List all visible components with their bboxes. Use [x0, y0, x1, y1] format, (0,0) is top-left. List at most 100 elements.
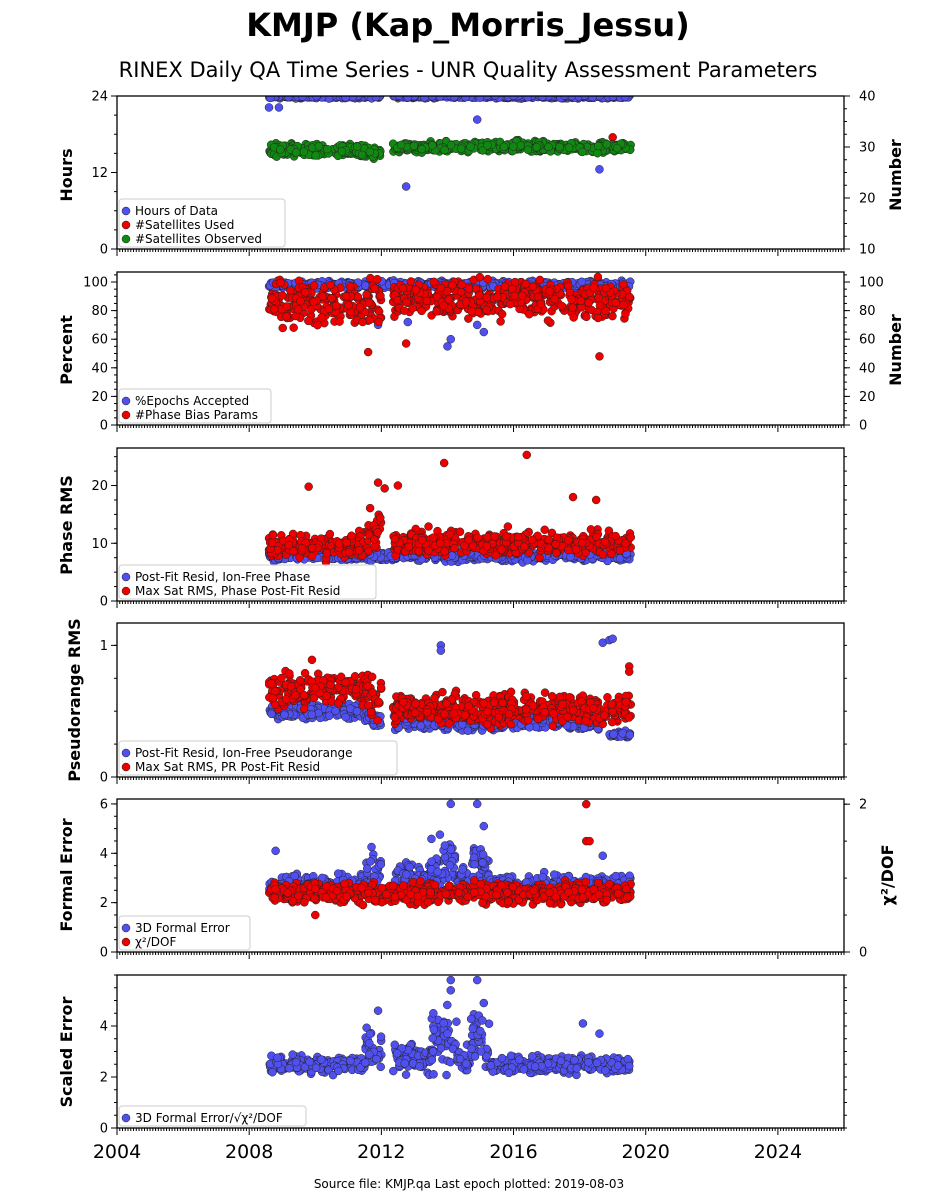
data-point — [482, 305, 491, 315]
data-point-outlier — [608, 133, 617, 142]
data-point — [335, 317, 344, 326]
legend-entry: Post-Fit Resid, Ion-Free Phase — [135, 570, 310, 584]
y2-tick-label: 10 — [859, 243, 876, 258]
legend-box — [118, 388, 272, 424]
data-point — [450, 543, 459, 553]
data-point — [493, 292, 502, 302]
data-point — [284, 96, 293, 102]
data-point-outlier — [591, 495, 601, 505]
data-point-outlier — [568, 492, 578, 502]
data-point-outlier — [393, 481, 403, 490]
data-point — [414, 546, 424, 556]
data-point — [589, 283, 598, 292]
legend-entry: %Epochs Accepted — [135, 394, 249, 408]
data-point-outlier — [522, 450, 532, 460]
data-point — [593, 148, 602, 158]
data-point — [464, 284, 474, 294]
data-point — [490, 532, 499, 541]
data-point — [519, 542, 529, 552]
legend: Hours of Data#Satellites Used#Satellites… — [118, 198, 286, 248]
data-point — [483, 274, 492, 284]
legend-marker — [121, 220, 131, 230]
data-points — [264, 272, 635, 361]
data-point — [467, 307, 476, 316]
data-point — [337, 147, 347, 156]
data-point — [551, 540, 560, 549]
data-point — [466, 142, 475, 151]
data-point — [505, 299, 515, 309]
data-point — [374, 317, 383, 327]
y-tick-label: 100 — [83, 276, 108, 291]
data-point — [564, 536, 573, 545]
data-point-outlier — [401, 339, 411, 348]
data-point — [331, 301, 341, 310]
data-point — [300, 288, 310, 297]
data-point — [464, 535, 473, 545]
data-point — [282, 302, 292, 311]
data-point-outlier — [595, 352, 604, 361]
data-point — [516, 141, 525, 150]
data-point-outlier — [401, 182, 411, 191]
data-point — [497, 545, 506, 554]
y-tick-label: 10 — [91, 537, 108, 552]
data-point — [612, 143, 622, 153]
data-point-outlier — [304, 482, 313, 491]
data-point — [513, 532, 523, 542]
data-point — [536, 299, 546, 309]
y2-tick-label: 20 — [859, 192, 876, 207]
y-tick-label: 40 — [91, 361, 108, 376]
data-point-outlier — [373, 478, 383, 487]
data-point — [439, 301, 448, 310]
data-point — [422, 296, 432, 306]
data-point — [268, 530, 278, 540]
data-point — [325, 529, 335, 539]
data-point — [571, 545, 581, 554]
data-point-outlier — [472, 320, 482, 330]
data-point — [353, 292, 363, 302]
data-point — [334, 539, 344, 548]
data-point — [601, 306, 610, 316]
series-3 — [265, 135, 635, 164]
data-point — [347, 531, 356, 541]
data-point — [278, 323, 287, 333]
y-axis-label: Phase RMS — [57, 475, 76, 575]
y-tick-label: 12 — [91, 166, 108, 181]
data-point-outlier — [403, 317, 413, 327]
data-point — [564, 281, 573, 291]
data-point — [568, 303, 577, 312]
y2-tick-label: 100 — [859, 276, 884, 291]
data-point — [291, 148, 301, 157]
data-point — [607, 549, 616, 559]
data-point-outlier — [439, 458, 449, 468]
legend-box — [118, 198, 286, 248]
data-point — [344, 547, 354, 557]
data-point — [371, 96, 381, 102]
data-point — [564, 143, 574, 152]
data-point — [352, 142, 362, 151]
data-point — [267, 538, 277, 547]
y-tick-label: 0 — [100, 243, 108, 258]
data-point — [464, 314, 473, 323]
legend-marker — [121, 234, 131, 244]
chart-title: KMJP (Kap_Morris_Jessu) — [246, 6, 690, 44]
data-point — [318, 292, 328, 301]
data-point — [456, 287, 466, 297]
data-point — [569, 313, 578, 322]
data-point — [540, 525, 549, 535]
data-point — [497, 309, 507, 319]
legend-marker — [121, 396, 131, 406]
data-point — [483, 141, 492, 150]
data-point — [390, 534, 400, 544]
data-point — [523, 96, 532, 102]
chart-subtitle: RINEX Daily QA Time Series - UNR Quality… — [119, 58, 818, 82]
data-point — [357, 150, 367, 160]
data-point — [444, 295, 454, 304]
data-point — [586, 525, 596, 534]
data-point — [521, 279, 531, 289]
data-point — [289, 323, 298, 332]
data-point — [409, 141, 419, 151]
y2-tick-label: 80 — [859, 304, 876, 319]
data-point — [286, 286, 295, 295]
data-point — [394, 96, 404, 100]
